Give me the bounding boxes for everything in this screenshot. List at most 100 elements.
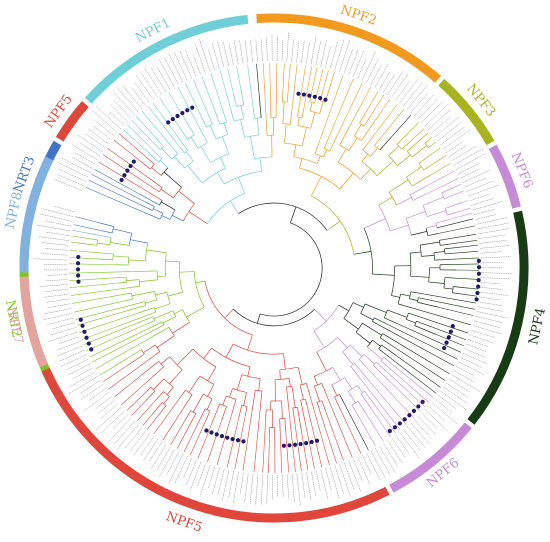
leaf-label-mark [164,57,179,85]
tree-branch [323,149,327,158]
tree-branch [141,187,163,201]
leaf-label-mark [383,443,398,466]
marker-dot [287,443,292,448]
leaf-label-mark [108,417,132,442]
tree-branch [372,273,395,276]
leaf-label-mark [194,43,206,73]
clade-ring-segment-npf1 [84,14,249,104]
tree-branch [313,330,325,348]
leaf-label-mark [266,37,268,62]
leaf-label-mark [357,58,367,79]
tree-branch [408,312,420,318]
tree-branch [457,207,471,213]
tree-branch [154,291,157,301]
marker-dot [170,117,175,122]
tree-branch [334,396,342,412]
tree-branch [118,281,127,284]
tree-branch [396,197,412,206]
tree-branch [293,156,318,164]
tree-branch [127,301,145,307]
tree-branch [293,144,297,157]
tree-branch [256,63,260,95]
tree-branch [75,305,128,320]
leaf-label-mark [239,40,244,64]
tree-branch [128,353,145,365]
leaf-label-mark [348,460,361,492]
tree-branch [89,233,112,238]
leaf-label-mark [374,63,389,88]
tree-branch [344,403,369,451]
leaf-label-mark [424,409,449,432]
clade-ring [19,13,529,523]
tree-branch [387,309,408,318]
leaf-label-mark [464,348,486,358]
tree-branch [386,371,426,408]
tree-branch [456,233,477,238]
leaf-label-mark [217,41,225,68]
leaf-label-mark [45,279,68,281]
tree-branch [219,101,227,123]
tree-branch [301,107,305,118]
tree-branch [376,160,394,176]
tree-branch [410,291,425,295]
tree-branch [282,63,285,92]
tree-branch [172,310,177,317]
tree-branch [238,405,243,419]
tree-branch [240,105,245,119]
leaf-label-mark [157,68,171,90]
tree-branch [145,299,157,304]
tree-branch [91,334,146,363]
tree-branch [232,92,237,107]
leaf-label-mark [291,39,294,62]
tree-branch [163,396,170,404]
tree-branch [359,378,401,430]
leaf-label-mark [43,293,69,298]
tree-branch [170,418,187,446]
leaf-label-mark [183,457,193,478]
leaf-label-mark [325,468,332,491]
leaf-label-mark [301,473,306,498]
leaf-label-mark [57,341,81,350]
tree-branch [322,418,337,464]
tree-branch [372,321,385,328]
tree-branch [94,168,140,195]
tree-branch [430,141,436,146]
tree-branch [139,193,160,206]
leaf-label-mark [375,448,391,476]
leaf-label-mark [179,50,192,79]
tree-branch [406,151,413,158]
tree-branch [159,160,169,168]
tree-branch [342,351,354,365]
tree-branch [321,383,327,395]
tree-branch [70,241,78,244]
tree-branch [153,399,179,435]
tree-branch [168,327,175,337]
tree-branch [361,161,378,176]
leaf-label-mark [185,49,197,77]
leaf-label-mark [193,55,201,75]
leaf-label-mark [456,153,486,170]
leaf-label-mark [357,457,371,485]
tree-branch [160,188,174,199]
tree-branch [300,400,306,422]
tree-branch [69,277,118,282]
tree-branch [163,378,174,388]
tree-branch [376,361,387,372]
tree-branch [411,174,431,187]
marker-dot [76,254,81,260]
tree-branch [254,156,273,159]
leaf-label-mark [387,440,403,464]
leaf-label-mark [222,41,229,67]
tree-branch [256,118,260,135]
tree-branch [369,380,407,425]
tree-branch [419,241,440,246]
tree-branch [160,356,170,365]
tree-branch [167,291,183,297]
tree-branch [433,252,435,261]
tree-branch [317,68,324,90]
tree-branch [110,242,130,246]
marker-dot [225,435,230,440]
leaf-label-mark [85,133,106,148]
leaf-label-mark [464,177,487,188]
